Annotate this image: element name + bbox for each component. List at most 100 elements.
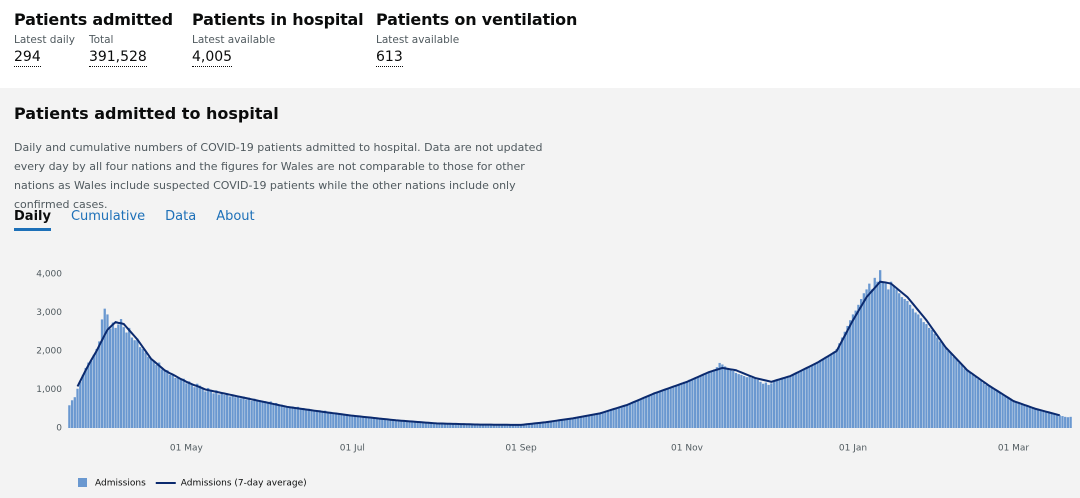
tab[interactable]: Data <box>165 209 197 224</box>
bar <box>827 355 830 428</box>
bar <box>514 424 517 428</box>
bar <box>808 366 811 428</box>
bar <box>734 372 738 428</box>
bar <box>846 325 849 428</box>
bar <box>979 381 982 428</box>
legend-label: Admissions <box>95 479 146 489</box>
bar <box>1028 406 1031 428</box>
bar <box>601 412 604 428</box>
metric: Total 391,528 <box>88 34 147 67</box>
tab[interactable]: Cumulative <box>70 209 146 224</box>
bar <box>304 409 308 428</box>
bar <box>533 423 536 428</box>
y-tick-label: 0 <box>56 424 62 434</box>
tab[interactable]: About <box>216 209 255 224</box>
bar <box>612 409 615 428</box>
bar <box>204 391 207 428</box>
bar <box>1031 407 1034 428</box>
bar <box>506 425 509 428</box>
bar <box>372 417 376 428</box>
bar <box>748 376 751 428</box>
bar <box>639 398 642 428</box>
metric-value[interactable]: 4,005 <box>192 49 233 67</box>
bar <box>1047 412 1051 428</box>
bar <box>70 400 74 428</box>
bar <box>650 394 653 428</box>
section-title: Patients admitted to hospital <box>14 104 279 123</box>
bar <box>903 299 906 428</box>
bar <box>617 407 621 428</box>
bar <box>702 374 705 428</box>
bar <box>68 405 71 428</box>
bar <box>843 331 846 428</box>
tab[interactable]: Daily <box>14 209 51 231</box>
bar <box>111 322 115 428</box>
x-tick-label: 01 Sep <box>505 444 537 454</box>
bar <box>288 407 291 428</box>
bar <box>789 376 792 428</box>
bar <box>375 418 378 428</box>
bar <box>674 385 678 428</box>
bar <box>220 392 223 428</box>
bar <box>1015 401 1018 428</box>
chart-panel: Patients admitted to hospital Daily and … <box>0 88 1080 498</box>
bar <box>577 416 580 428</box>
bar <box>892 285 895 428</box>
bar <box>704 372 708 428</box>
bar <box>149 358 153 428</box>
bar <box>1023 404 1026 428</box>
bar <box>672 386 675 428</box>
bar <box>223 394 226 428</box>
bar <box>906 300 909 428</box>
summary-bar: Patients admitted Latest daily 294 Total 3… <box>0 0 1080 88</box>
x-tick-label: 01 May <box>170 444 204 454</box>
metric: Latest available 4,005 <box>192 34 275 67</box>
metric-label: Total <box>88 34 114 46</box>
bar <box>538 422 542 428</box>
metric-label: Latest available <box>192 34 276 46</box>
bar <box>468 424 471 428</box>
bar <box>381 419 384 428</box>
bar <box>710 371 713 428</box>
bar <box>299 409 302 428</box>
bar <box>402 421 406 428</box>
bar <box>1006 397 1010 428</box>
metric-value[interactable]: 391,528 <box>88 49 147 67</box>
bar <box>677 384 680 428</box>
bar <box>759 381 762 428</box>
bar <box>89 361 93 428</box>
bar <box>261 402 264 428</box>
bar <box>451 424 455 428</box>
bar <box>887 289 890 428</box>
bar <box>840 337 844 428</box>
bar <box>879 270 882 428</box>
bar <box>957 362 961 428</box>
bar <box>76 388 79 428</box>
bar <box>625 404 629 428</box>
bar <box>430 423 433 428</box>
bar <box>800 371 803 428</box>
stat-title: Patients in hospital <box>192 10 364 29</box>
bar <box>636 399 640 428</box>
bar <box>838 343 841 428</box>
bar <box>669 387 672 428</box>
bar <box>930 329 934 428</box>
bar <box>1020 403 1023 428</box>
bar <box>786 377 789 428</box>
bar <box>187 381 191 428</box>
bar <box>830 353 833 428</box>
bar <box>819 360 822 428</box>
bar <box>661 389 664 428</box>
bar <box>568 418 572 428</box>
metric-value[interactable]: 613 <box>376 49 403 67</box>
bar <box>332 413 335 428</box>
bar <box>356 415 359 428</box>
bar <box>449 423 452 428</box>
bar <box>593 414 596 428</box>
bar <box>343 414 346 428</box>
metric-value[interactable]: 294 <box>14 49 41 67</box>
bar <box>609 409 612 428</box>
bar <box>794 373 797 428</box>
bar <box>258 400 261 428</box>
bar <box>253 398 256 428</box>
